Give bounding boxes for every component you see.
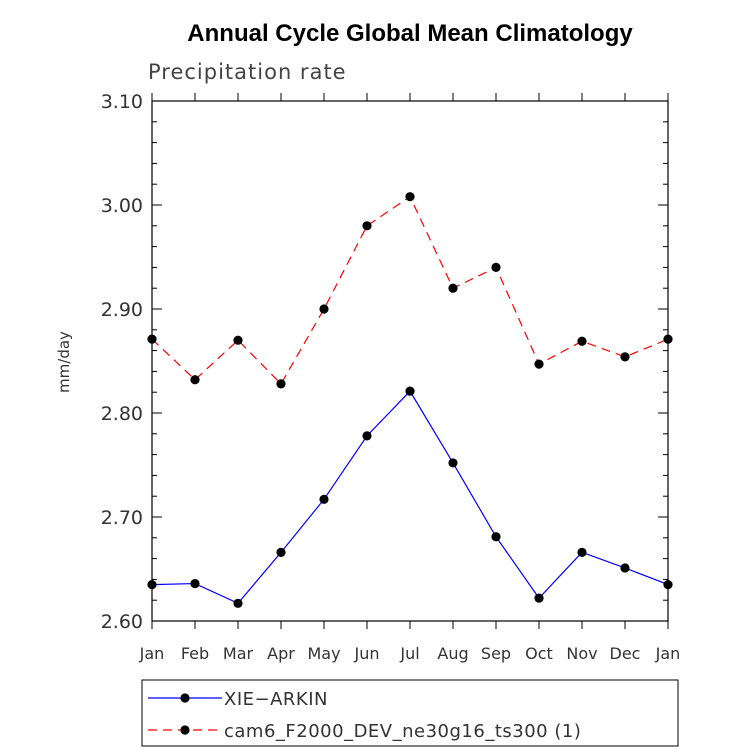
data-point xyxy=(620,563,630,573)
chart-subtitle: Precipitation rate xyxy=(148,60,347,84)
data-point xyxy=(362,221,372,231)
data-point xyxy=(190,578,200,589)
x-tick-label: Apr xyxy=(267,644,295,663)
data-point xyxy=(577,547,587,557)
legend-marker-1 xyxy=(180,693,190,703)
data-point xyxy=(534,593,544,603)
data-point xyxy=(362,431,372,441)
data-point xyxy=(405,192,415,202)
x-tick-label: May xyxy=(307,644,340,663)
x-tick-label: Aug xyxy=(437,644,468,663)
x-tick-label: Jan xyxy=(139,644,165,663)
series-line-2 xyxy=(151,195,669,385)
x-tick-labels: Jan Feb Mar Apr May Jun Jul Aug Sep Oct Nov Dec Jan xyxy=(139,644,681,663)
data-point xyxy=(190,375,200,385)
legend: XIE−ARKIN cam6_F2000_DEV_ne30g16_ts300 (1… xyxy=(141,679,679,747)
legend-items: XIE−ARKIN cam6_F2000_DEV_ne30g16_ts300 (1… xyxy=(148,689,581,742)
y-tick-label: 3.00 xyxy=(101,195,143,217)
y-tick-labels: 2.60 2.70 2.80 2.90 3.00 3.10 xyxy=(101,91,143,633)
data-point xyxy=(663,334,673,344)
data-point xyxy=(233,598,243,608)
y-tick-label: 3.10 xyxy=(101,91,143,113)
x-tick-label: Jul xyxy=(399,644,419,663)
data-point xyxy=(319,494,329,504)
data-point xyxy=(276,547,286,557)
plot-frame xyxy=(151,100,669,622)
data-point xyxy=(577,336,587,346)
legend-box xyxy=(141,679,679,747)
y-tick-label: 2.70 xyxy=(101,507,143,529)
y-tick-label: 2.60 xyxy=(101,611,143,633)
series-group xyxy=(147,192,673,608)
legend-marker-2 xyxy=(180,725,190,735)
data-point xyxy=(233,335,243,345)
y-tick-label: 2.80 xyxy=(101,403,143,425)
legend-label-2: cam6_F2000_DEV_ne30g16_ts300 (1) xyxy=(224,721,581,742)
x-tick-label: Nov xyxy=(566,644,597,663)
data-point xyxy=(663,580,673,590)
x-tick-label: Mar xyxy=(223,644,254,663)
y-tick-label: 2.90 xyxy=(101,299,143,321)
data-point xyxy=(147,580,157,590)
x-tick-label: Dec xyxy=(610,644,641,663)
x-tick-label: Jan xyxy=(655,644,681,663)
data-point xyxy=(491,262,501,272)
data-point xyxy=(405,386,415,396)
x-tick-label: Sep xyxy=(481,644,511,663)
data-point xyxy=(276,379,286,389)
data-point xyxy=(147,334,157,344)
axis-ticks xyxy=(151,93,669,629)
x-tick-label: Jun xyxy=(354,644,380,663)
data-point xyxy=(319,304,329,314)
series-line-1 xyxy=(151,390,669,605)
legend-label-1: XIE−ARKIN xyxy=(224,689,328,710)
data-point xyxy=(448,283,458,293)
data-point xyxy=(448,458,458,468)
y-axis-label: mm/day xyxy=(55,331,73,393)
x-tick-label: Feb xyxy=(181,644,209,663)
data-point xyxy=(534,359,544,369)
data-point xyxy=(620,352,630,362)
x-tick-label: Oct xyxy=(525,644,553,663)
data-point xyxy=(491,532,501,542)
chart-title: Annual Cycle Global Mean Climatology xyxy=(187,20,633,47)
